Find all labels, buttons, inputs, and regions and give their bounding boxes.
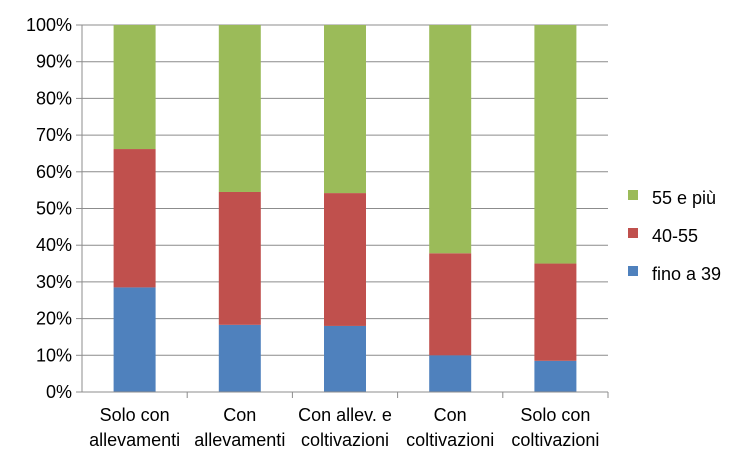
bar-segment: [218, 191, 261, 325]
bar-segment: [324, 193, 366, 326]
x-category-label: Con: [434, 405, 467, 425]
x-category-labels: Solo con allevamenti Con allevamenti Con all…: [89, 405, 599, 450]
bar-segment: [429, 355, 472, 392]
bar-segment: [113, 149, 156, 288]
x-category-label: coltivazioni: [301, 430, 389, 450]
y-tick-labels: 0% 10% 20% 30% 40% 50% 60% 70% 80% 90% 100%: [26, 15, 72, 402]
legend-swatch: [628, 228, 638, 238]
bar-segment: [534, 263, 577, 361]
x-category-label: Con: [223, 405, 256, 425]
bar-segment: [113, 287, 156, 392]
x-category-label: allevamenti: [89, 430, 180, 450]
y-tick-label: 70%: [36, 125, 72, 145]
y-tick-label: 10%: [36, 345, 72, 365]
axes: [76, 24, 609, 398]
bar-segment: [534, 25, 577, 264]
y-tick-label: 30%: [36, 272, 72, 292]
y-tick-label: 50%: [36, 199, 72, 219]
legend-label: fino a 39: [652, 264, 721, 284]
x-category-label: Solo con: [100, 405, 170, 425]
x-category-label: Solo con: [520, 405, 590, 425]
bar-segment: [324, 325, 366, 392]
legend-label: 40-55: [652, 226, 698, 246]
bar-segment: [429, 25, 472, 254]
y-tick-label: 60%: [36, 162, 72, 182]
y-tick-label: 90%: [36, 52, 72, 72]
y-tick-label: 100%: [26, 15, 72, 35]
y-tick-label: 20%: [36, 309, 72, 329]
x-category-label: coltivazioni: [406, 430, 494, 450]
bar-segment: [218, 25, 261, 192]
x-category-label: coltivazioni: [511, 430, 599, 450]
y-tick-label: 80%: [36, 88, 72, 108]
bars: [113, 25, 577, 392]
bar-segment: [218, 324, 261, 392]
y-tick-label: 0%: [46, 382, 72, 402]
bar-segment: [113, 25, 156, 150]
x-category-label: allevamenti: [194, 430, 285, 450]
legend: 55 e più 40-55 fino a 39: [628, 188, 721, 284]
bar-segment: [429, 253, 472, 356]
bar-segment: [324, 25, 366, 194]
x-category-label: Con allev. e: [298, 405, 392, 425]
legend-swatch: [628, 190, 638, 200]
y-tick-label: 40%: [36, 235, 72, 255]
legend-swatch: [628, 266, 638, 276]
legend-label: 55 e più: [652, 188, 716, 208]
bar-segment: [534, 360, 577, 392]
